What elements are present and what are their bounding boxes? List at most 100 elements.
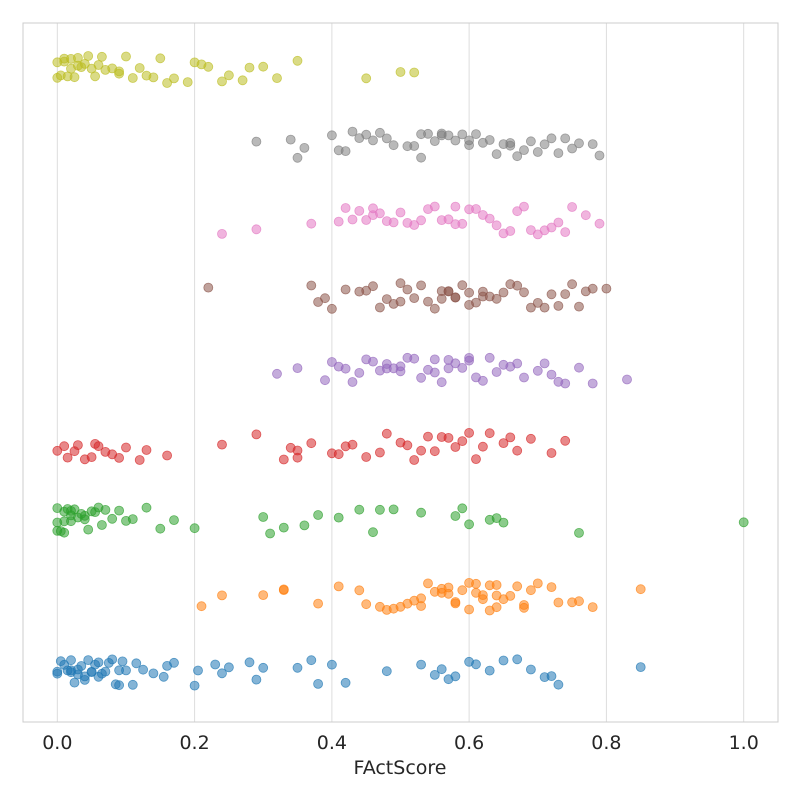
scatter-point <box>244 62 255 73</box>
scatter-point <box>73 60 83 71</box>
scatter-point <box>532 297 543 308</box>
scatter-point <box>477 286 488 297</box>
scatter-point <box>450 442 461 452</box>
scatter-point <box>313 598 324 609</box>
x-axis-title: FActScore <box>354 757 447 779</box>
scatter-point <box>526 302 536 313</box>
scatter-point <box>374 504 385 515</box>
scatter-point <box>114 505 124 516</box>
scatter-point <box>52 445 63 456</box>
scatter-point <box>484 665 495 676</box>
scatter-point <box>368 356 378 367</box>
scatter-point <box>340 284 351 295</box>
scatter-point <box>217 590 227 601</box>
scatter-point <box>491 149 502 160</box>
scatter-point <box>97 51 107 62</box>
scatter-point <box>381 133 392 144</box>
scatter-point <box>416 601 427 611</box>
scatter-point <box>429 303 440 314</box>
scatter-point <box>361 599 372 610</box>
scatter-point <box>402 440 413 451</box>
scatter-point <box>306 438 317 449</box>
scatter-point <box>560 227 571 238</box>
scatter-point <box>512 280 523 291</box>
scatter-point <box>416 129 427 140</box>
scatter-point <box>477 375 488 386</box>
scatter-point <box>320 293 330 304</box>
scatter-point <box>381 428 392 439</box>
plot-frame <box>22 22 779 723</box>
scatter-point <box>409 67 420 78</box>
scatter-point <box>326 659 337 670</box>
scatter-point <box>539 358 550 369</box>
scatter-point <box>526 433 536 444</box>
scatter-point <box>79 671 90 682</box>
scatter-point <box>471 204 481 214</box>
scatter-point <box>567 143 577 154</box>
scatter-point <box>361 285 372 296</box>
scatter-point <box>395 67 406 77</box>
scatter-point <box>169 73 179 84</box>
scatter-point <box>272 73 282 83</box>
scatter-point <box>162 78 173 88</box>
scatter-point <box>244 657 255 668</box>
scatter-point <box>189 523 200 534</box>
scatter-point <box>354 205 365 216</box>
scatter-point <box>416 152 427 163</box>
scatter-point <box>560 435 571 446</box>
scatter-point <box>66 665 76 676</box>
scatter-point <box>553 597 564 608</box>
scatter-point <box>484 352 495 363</box>
scatter-point <box>423 431 433 442</box>
scatter-point <box>635 584 646 595</box>
scatter-point <box>347 439 358 450</box>
scatter-point <box>361 73 372 84</box>
scatter-point <box>354 367 365 378</box>
scatter-point <box>464 427 475 438</box>
scatter-point <box>532 578 543 589</box>
scatter-point <box>512 445 523 456</box>
scatter-point <box>93 441 104 452</box>
scatter-point <box>491 293 502 304</box>
scatter-point <box>574 596 584 607</box>
scatter-point <box>519 287 529 298</box>
scatter-point <box>148 668 159 679</box>
scatter-point <box>423 578 433 589</box>
scatter-point <box>155 523 166 534</box>
scatter-point <box>381 294 392 305</box>
scatter-point <box>93 60 104 70</box>
scatter-point <box>546 671 557 681</box>
scatter-point <box>484 213 495 224</box>
scatter-point <box>464 140 475 151</box>
scatter-point <box>258 61 269 72</box>
scatter-point <box>471 297 481 308</box>
scatter-point <box>251 224 262 235</box>
scatter-point <box>114 452 124 463</box>
scatter-point <box>471 129 481 140</box>
scatter-point <box>121 442 131 453</box>
scatter-point <box>395 296 406 307</box>
scatter-point <box>210 659 221 670</box>
scatter-point <box>258 590 269 600</box>
scatter-point <box>374 208 385 219</box>
scatter-point <box>76 661 87 671</box>
scatter-point <box>333 512 344 523</box>
scatter-point <box>217 439 227 450</box>
scatter-point <box>374 302 385 313</box>
scatter-point <box>436 377 447 388</box>
scatter-point <box>532 147 543 157</box>
scatter-point <box>457 436 468 447</box>
scatter-point <box>429 354 440 365</box>
scatter-point <box>560 133 571 144</box>
scatter-point <box>66 655 76 666</box>
scatter-point <box>193 665 203 676</box>
scatter-point <box>299 142 310 153</box>
scatter-point <box>587 283 598 294</box>
scatter-point <box>326 303 337 314</box>
scatter-point <box>326 357 337 367</box>
scatter-point <box>546 133 557 144</box>
scatter-point <box>546 289 557 300</box>
scatter-point <box>505 591 516 601</box>
scatter-point <box>59 527 70 538</box>
scatter-point <box>272 368 282 379</box>
